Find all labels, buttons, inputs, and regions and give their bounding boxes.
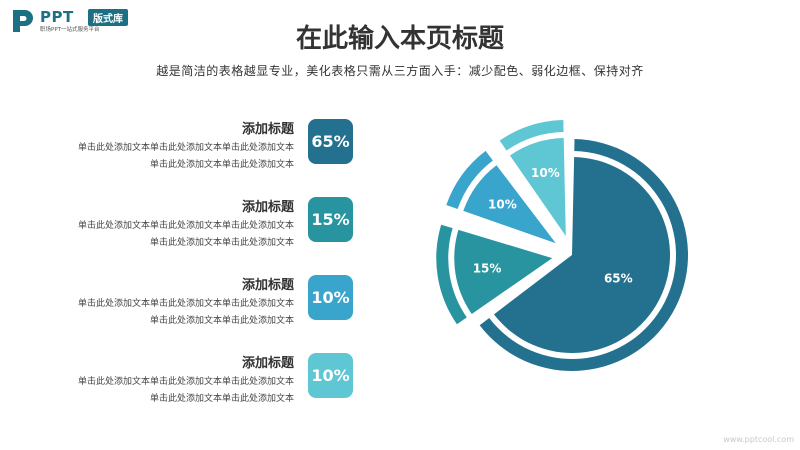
- pie-slice: [454, 229, 553, 314]
- item-desc-line: 单击此处添加文本单击此处添加文本单击此处添加文本: [77, 221, 294, 231]
- brand-logo: PPT 版式库 职场PPT一站式服务平台: [10, 8, 160, 34]
- item-title: 添加标题: [241, 278, 294, 293]
- pie-slice: [509, 138, 566, 236]
- pie-ring-segment: [499, 120, 564, 151]
- pie-ring-segment: [446, 150, 493, 209]
- pie-data-label: 10%: [488, 197, 517, 211]
- pie-ring-segment: [436, 224, 467, 325]
- list-item: 添加标题 单击此处添加文本单击此处添加文本单击此处添加文本 单击此处添加文本单击…: [40, 274, 360, 330]
- item-description: 单击此处添加文本单击此处添加文本单击此处添加文本 单击此处添加文本单击此处添加文…: [34, 218, 294, 252]
- item-desc-line: 单击此处添加文本单击此处添加文本: [149, 394, 294, 404]
- logo-tagline: 职场PPT一站式服务平台: [40, 27, 100, 33]
- item-description: 单击此处添加文本单击此处添加文本单击此处添加文本 单击此处添加文本单击此处添加文…: [34, 374, 294, 408]
- page-title: 在此输入本页标题: [295, 24, 504, 54]
- item-desc-line: 单击此处添加文本单击此处添加文本单击此处添加文本: [77, 143, 294, 153]
- value-badge: 10%: [308, 353, 353, 398]
- pie-slice: [493, 157, 670, 353]
- list-item: 添加标题 单击此处添加文本单击此处添加文本单击此处添加文本 单击此处添加文本单击…: [40, 118, 360, 174]
- item-desc-line: 单击此处添加文本单击此处添加文本: [149, 238, 294, 248]
- logo-badge: 版式库: [88, 9, 128, 26]
- value-badge: 15%: [308, 197, 353, 242]
- page-subtitle: 越是简洁的表格越显专业，美化表格只需从三方面入手：减少配色、弱化边框、保持对齐: [156, 64, 644, 78]
- item-desc-line: 单击此处添加文本单击此处添加文本单击此处添加文本: [77, 377, 294, 387]
- item-desc-line: 单击此处添加文本单击此处添加文本: [149, 316, 294, 326]
- item-desc-line: 单击此处添加文本单击此处添加文本单击此处添加文本: [77, 299, 294, 309]
- pie-chart: 65% 15% 10% 10%: [436, 120, 688, 371]
- logo-p-icon: [13, 10, 33, 32]
- list-item: 添加标题 单击此处添加文本单击此处添加文本单击此处添加文本 单击此处添加文本单击…: [40, 352, 360, 408]
- item-title: 添加标题: [241, 122, 294, 137]
- value-badge: 10%: [308, 275, 353, 320]
- pie-data-label: 10%: [531, 166, 560, 180]
- item-title: 添加标题: [241, 200, 294, 215]
- list-item: 添加标题 单击此处添加文本单击此处添加文本单击此处添加文本 单击此处添加文本单击…: [40, 196, 360, 252]
- watermark: www.pptcool.com: [723, 435, 794, 444]
- item-description: 单击此处添加文本单击此处添加文本单击此处添加文本 单击此处添加文本单击此处添加文…: [34, 296, 294, 330]
- logo-brand-text: PPT: [40, 8, 74, 26]
- pie-data-label: 15%: [473, 261, 502, 275]
- pie-data-label: 65%: [604, 272, 633, 286]
- item-description: 单击此处添加文本单击此处添加文本单击此处添加文本 单击此处添加文本单击此处添加文…: [34, 140, 294, 174]
- value-badge: 65%: [308, 119, 353, 164]
- item-title: 添加标题: [241, 356, 294, 371]
- item-desc-line: 单击此处添加文本单击此处添加文本: [149, 160, 294, 170]
- pie-slice: [463, 165, 556, 244]
